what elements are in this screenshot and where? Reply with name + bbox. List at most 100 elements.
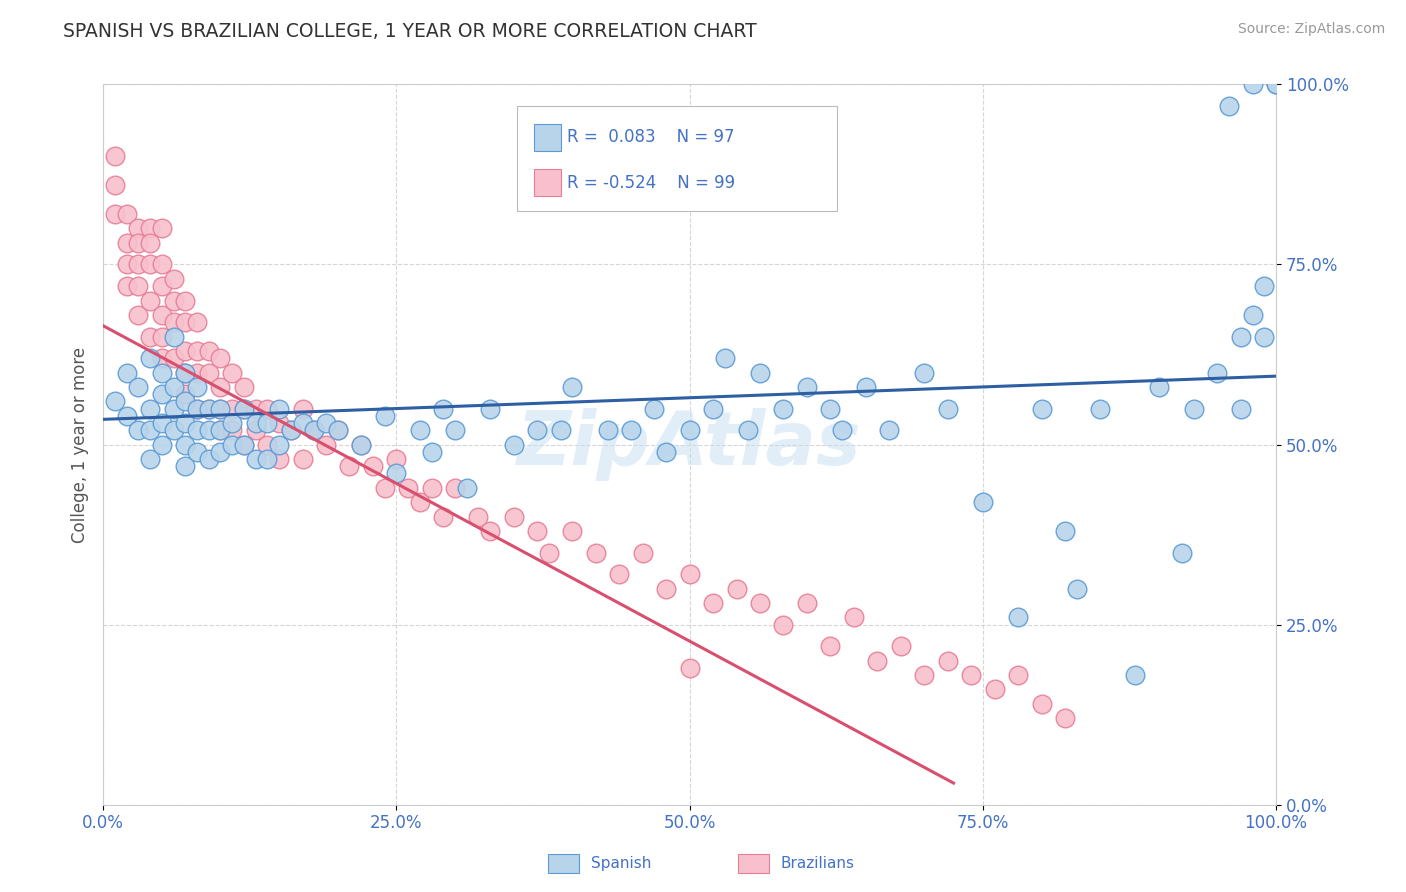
Point (115, 207, 138, 221)
Point (115, 279, 138, 293)
Point (139, 329, 162, 343)
Point (304, 423, 326, 437)
Point (1147, 380, 1170, 394)
Point (877, 423, 900, 437)
Point (162, 329, 184, 343)
Point (174, 293, 197, 308)
Point (127, 423, 149, 437)
Point (174, 416, 197, 430)
Point (256, 416, 278, 430)
Point (432, 509, 454, 524)
Point (432, 401, 454, 416)
Point (1230, 401, 1253, 416)
Point (162, 272, 184, 286)
Point (831, 423, 853, 437)
Point (1241, 308, 1264, 322)
Point (139, 423, 162, 437)
Point (115, 409, 138, 423)
Point (174, 387, 197, 401)
Point (232, 401, 254, 416)
Point (221, 366, 243, 380)
Text: Source: ZipAtlas.com: Source: ZipAtlas.com (1237, 22, 1385, 37)
Point (139, 351, 162, 365)
Point (221, 423, 243, 437)
Text: SPANISH VS BRAZILIAN COLLEGE, 1 YEAR OR MORE CORRELATION CHART: SPANISH VS BRAZILIAN COLLEGE, 1 YEAR OR … (63, 22, 756, 41)
Point (256, 437, 278, 451)
Point (1031, 401, 1053, 416)
Point (186, 315, 208, 329)
Point (1253, 279, 1275, 293)
Point (162, 423, 184, 437)
Point (655, 582, 678, 596)
Point (245, 423, 267, 437)
Point (1218, 99, 1240, 113)
Point (585, 546, 607, 560)
Point (725, 582, 748, 596)
Point (127, 221, 149, 235)
Point (104, 207, 127, 221)
Point (104, 394, 127, 409)
Point (820, 639, 842, 653)
Point (115, 366, 138, 380)
Text: Brazilians: Brazilians (780, 856, 855, 871)
Point (479, 524, 502, 538)
Point (1088, 401, 1111, 416)
Point (150, 351, 173, 365)
Point (174, 394, 197, 409)
Point (772, 617, 794, 632)
Point (197, 366, 219, 380)
Point (291, 452, 314, 467)
Point (186, 343, 208, 358)
Point (339, 459, 361, 474)
Point (150, 437, 173, 451)
Point (232, 437, 254, 451)
Point (467, 509, 489, 524)
Point (162, 351, 184, 365)
Point (983, 682, 1005, 697)
Point (1265, 78, 1288, 92)
Point (197, 401, 219, 416)
Point (104, 149, 127, 163)
Point (304, 423, 326, 437)
Point (209, 401, 232, 416)
Point (174, 437, 197, 451)
Point (526, 524, 548, 538)
Point (749, 366, 772, 380)
Point (232, 380, 254, 394)
Point (1230, 329, 1253, 343)
Text: Spanish: Spanish (591, 856, 651, 871)
Point (620, 423, 643, 437)
Point (936, 654, 959, 668)
Point (245, 452, 267, 467)
Point (186, 401, 208, 416)
Point (772, 401, 794, 416)
Point (643, 401, 665, 416)
Point (139, 221, 162, 235)
Point (221, 401, 243, 416)
Point (245, 416, 267, 430)
Point (1171, 546, 1194, 560)
Point (150, 366, 173, 380)
Point (409, 423, 432, 437)
Text: R = -0.524    N = 99: R = -0.524 N = 99 (567, 174, 735, 192)
Point (678, 567, 700, 582)
Point (1265, 78, 1288, 92)
Point (1123, 668, 1146, 682)
Point (714, 351, 737, 365)
Point (221, 416, 243, 430)
Point (315, 437, 337, 451)
Point (315, 416, 337, 430)
Text: ZipAtlas: ZipAtlas (517, 408, 862, 481)
Point (280, 423, 302, 437)
Point (115, 258, 138, 272)
Point (561, 524, 583, 538)
Point (245, 401, 267, 416)
Point (537, 546, 560, 560)
Point (526, 423, 548, 437)
Point (115, 235, 138, 250)
Point (209, 351, 232, 365)
Point (232, 437, 254, 451)
Point (912, 668, 935, 682)
Point (972, 495, 994, 509)
Point (256, 401, 278, 416)
